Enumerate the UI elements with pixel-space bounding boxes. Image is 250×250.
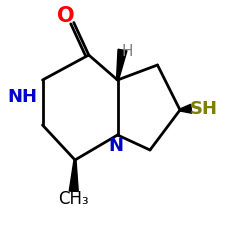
Text: SH: SH xyxy=(190,100,218,118)
Polygon shape xyxy=(116,49,127,80)
Text: CH₃: CH₃ xyxy=(58,190,89,208)
Polygon shape xyxy=(180,104,192,113)
Polygon shape xyxy=(69,160,78,192)
Text: H: H xyxy=(122,44,133,59)
Text: N: N xyxy=(109,137,124,155)
Text: NH: NH xyxy=(8,88,38,106)
Text: O: O xyxy=(58,6,75,26)
